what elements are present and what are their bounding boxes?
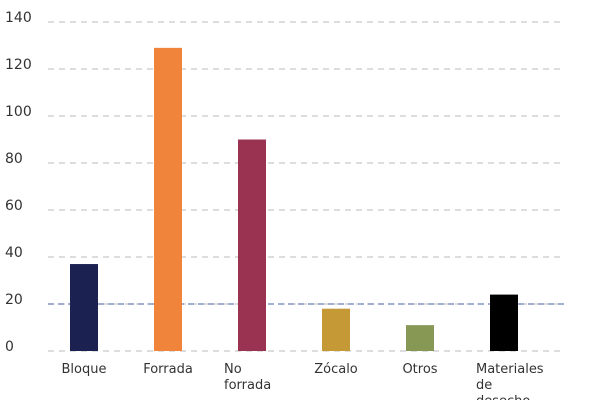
bar: [406, 325, 434, 351]
y-tick-label: 100: [5, 104, 32, 120]
y-tick-label: 60: [5, 198, 23, 214]
bar: [70, 264, 98, 351]
x-tick-label: Forrada: [143, 362, 193, 377]
y-tick-label: 140: [5, 10, 32, 26]
bar: [322, 308, 350, 351]
y-tick-label: 120: [5, 57, 32, 73]
x-tick-label: Bloque: [61, 362, 107, 377]
bar: [154, 47, 182, 351]
bar: [238, 139, 266, 351]
x-tick-label: No forrada: [224, 362, 272, 393]
y-tick-label: 80: [5, 151, 23, 167]
y-tick-label: 40: [5, 245, 23, 261]
bar: [490, 294, 518, 351]
x-tick-label: Materiales de desecho: [476, 362, 544, 400]
x-tick-label: Otros: [402, 362, 438, 377]
x-tick-label: Zócalo: [314, 362, 358, 377]
y-tick-label: 0: [5, 339, 14, 355]
y-tick-label: 20: [5, 292, 23, 308]
